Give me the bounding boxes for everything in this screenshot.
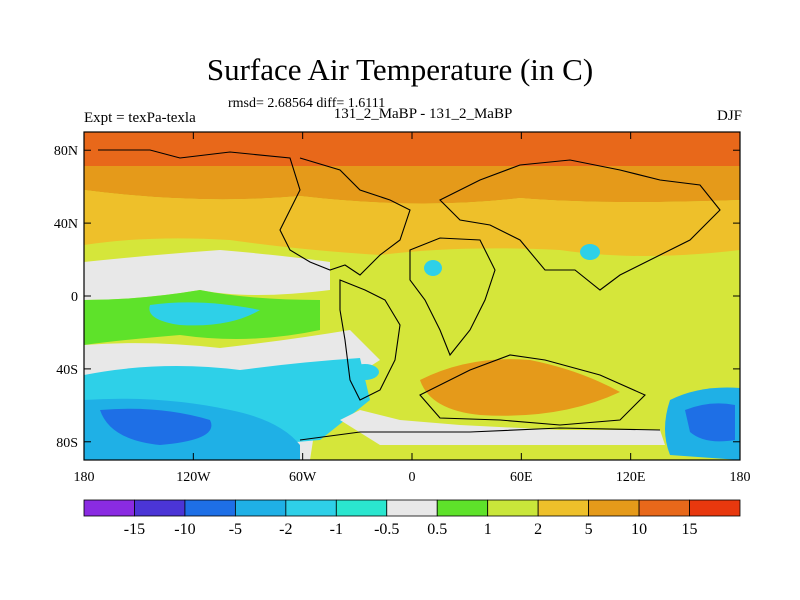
colorbar: -15 -10 -5 -2 -1 -0.5 0.5 1 2 5 10 15 bbox=[83, 499, 741, 538]
x-tick-label: 0 bbox=[409, 470, 416, 485]
field-pacific-neutral bbox=[84, 250, 330, 300]
outline-southern-continent bbox=[419, 354, 646, 426]
colorbar-label: -5 bbox=[229, 521, 242, 538]
colorbar-swatch bbox=[638, 499, 690, 517]
y-tick-label: 40N bbox=[54, 217, 78, 232]
colorbar-label: -2 bbox=[279, 521, 292, 538]
colorbar-label: -1 bbox=[330, 521, 343, 538]
outline-eurasia bbox=[439, 159, 721, 291]
y-tick-label: 0 bbox=[71, 290, 78, 305]
colorbar-swatch bbox=[436, 499, 489, 517]
x-tick-label: 60W bbox=[289, 470, 317, 485]
colorbar-label: 5 bbox=[585, 521, 593, 538]
y-tick-label: 40S bbox=[56, 363, 78, 378]
colorbar-swatch bbox=[335, 499, 388, 517]
field-spot-samerica bbox=[351, 364, 379, 380]
colorbar-label: 0.5 bbox=[427, 521, 447, 538]
x-tick-label: 180 bbox=[74, 470, 95, 485]
colorbar-swatch bbox=[83, 499, 135, 517]
colorbar-swatch bbox=[184, 499, 236, 517]
colorbar-swatch bbox=[537, 499, 590, 517]
colorbar-swatch bbox=[588, 499, 640, 517]
x-tick-label: 60E bbox=[510, 470, 533, 485]
field-southern-coldest bbox=[100, 408, 212, 445]
comparison-label: 131_2_MaBP - 131_2_MaBP bbox=[333, 106, 513, 122]
colorbar-swatch bbox=[285, 499, 337, 517]
colorbar-swatch bbox=[487, 499, 539, 517]
colorbar-label: 15 bbox=[682, 521, 698, 538]
field-southern-warm bbox=[420, 359, 620, 416]
colorbar-swatch bbox=[386, 499, 438, 517]
colorbar-label: -15 bbox=[124, 521, 145, 538]
colorbar-swatch bbox=[234, 499, 287, 517]
experiment-label: Expt = texPa-texla bbox=[84, 110, 196, 126]
field-spot-asia bbox=[580, 244, 600, 260]
chart-title: Surface Air Temperature (in C) bbox=[206, 52, 594, 87]
outline-africa bbox=[409, 237, 496, 357]
colorbar-label: -0.5 bbox=[374, 521, 399, 538]
x-tick-label: 120W bbox=[176, 470, 211, 485]
field-antarctic-cold bbox=[685, 403, 735, 442]
x-tick-label: 180 bbox=[730, 470, 751, 485]
colorbar-swatch bbox=[134, 499, 186, 517]
stats-label: rmsd= 2.68564 diff= 1.6111 bbox=[228, 96, 386, 111]
y-tick-label: 80N bbox=[54, 144, 78, 159]
field-spot-africa bbox=[424, 260, 442, 276]
field-north-orange bbox=[84, 166, 740, 204]
outline-antarctica bbox=[299, 427, 661, 441]
y-axis: 80N 40N 0 40S 80S bbox=[54, 144, 740, 451]
outline-south-america bbox=[339, 279, 401, 401]
colorbar-label: 10 bbox=[631, 521, 647, 538]
coastlines bbox=[98, 149, 721, 441]
field-pacific-cool bbox=[149, 302, 260, 326]
season-label: DJF bbox=[716, 108, 742, 124]
x-axis: 180 120W 60W 0 60E 120E 180 bbox=[74, 132, 751, 485]
colorbar-label: -10 bbox=[174, 521, 195, 538]
y-tick-label: 80S bbox=[56, 436, 78, 451]
temperature-field bbox=[84, 132, 740, 460]
field-antarctic-coast bbox=[340, 410, 665, 445]
field-north-mid bbox=[84, 190, 740, 256]
colorbar-label: 2 bbox=[534, 521, 542, 538]
outline-north-america bbox=[98, 149, 411, 276]
x-tick-label: 120E bbox=[616, 470, 646, 485]
colorbar-label: 1 bbox=[484, 521, 492, 538]
colorbar-swatch bbox=[689, 499, 741, 517]
